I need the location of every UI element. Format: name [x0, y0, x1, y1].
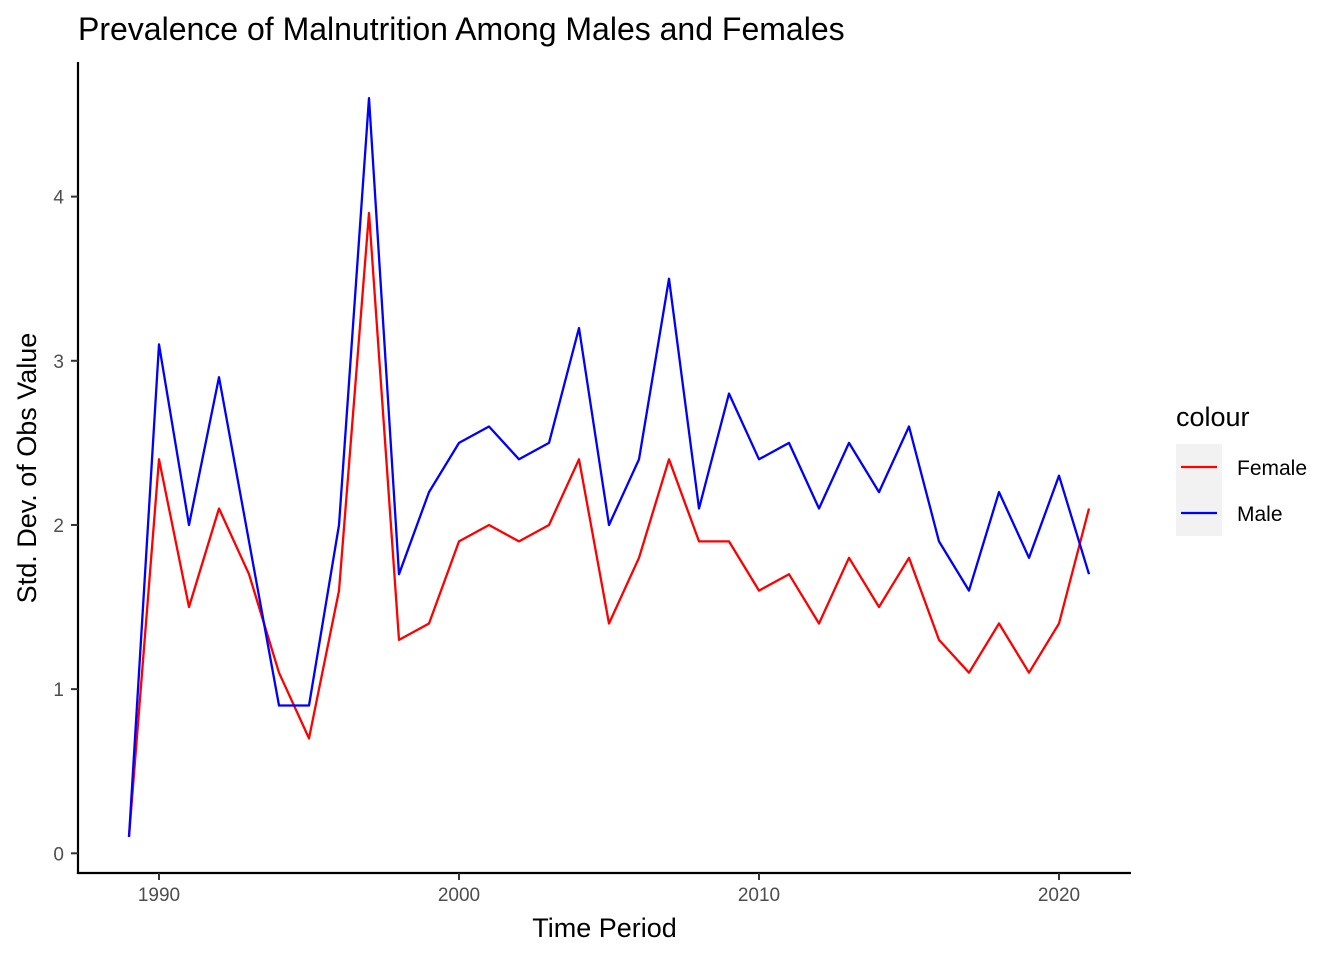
legend-label-female: Female [1237, 457, 1307, 480]
x-axis-title: Time Period [532, 913, 677, 943]
y-tick-label: 4 [53, 188, 64, 209]
legend-label-male: Male [1237, 503, 1283, 526]
y-tick-label: 3 [53, 352, 64, 373]
series-lines [127, 96, 1091, 837]
y-tick-label: 2 [53, 516, 64, 537]
legend-title: colour [1176, 402, 1250, 432]
y-tick-label: 0 [53, 844, 64, 865]
plot-panel: 1990 2000 2010 2020 0 1 2 3 4 [53, 62, 1131, 906]
x-tick-label: 2000 [438, 885, 480, 906]
x-tick-label: 2010 [738, 885, 780, 906]
chart-title: Prevalence of Malnutrition Among Males a… [78, 11, 845, 47]
x-tick-label: 1990 [138, 885, 180, 906]
y-axis-title: Std. Dev. of Obs Value [12, 333, 42, 604]
series-line-female [127, 211, 1091, 837]
legend: colour Female Male [1176, 402, 1307, 536]
y-tick-label: 1 [53, 680, 64, 701]
y-axis-ticks: 0 1 2 3 4 [53, 188, 78, 865]
series-line-male [127, 96, 1091, 837]
x-axis-ticks: 1990 2000 2010 2020 [138, 873, 1080, 906]
x-tick-label: 2020 [1038, 885, 1080, 906]
